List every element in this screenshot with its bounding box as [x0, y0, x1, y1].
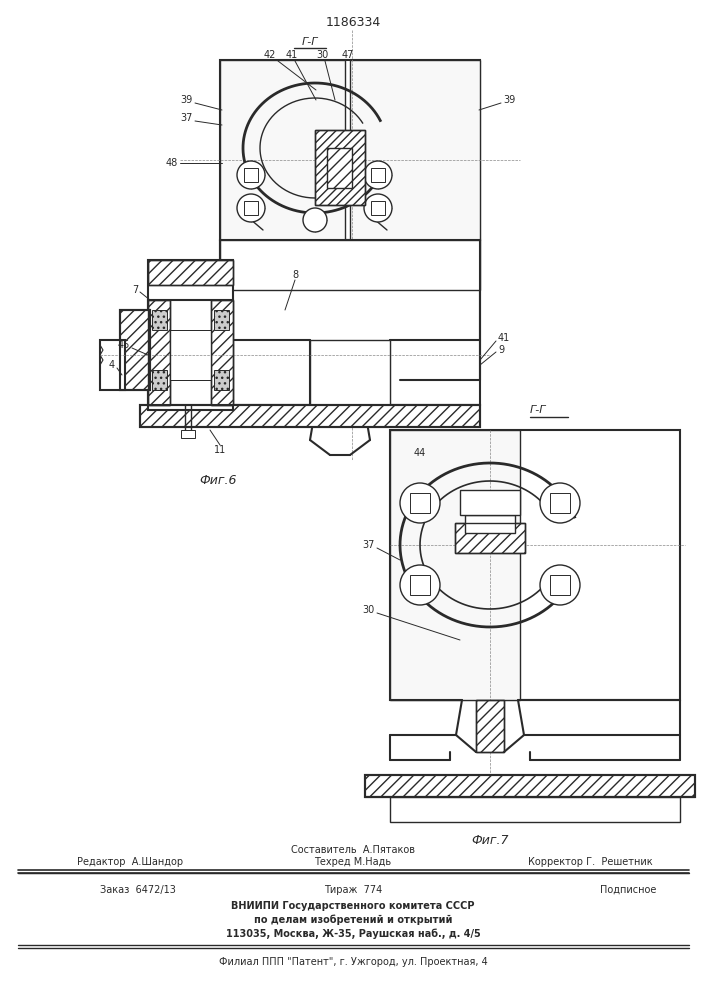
Bar [390, 430, 520, 700]
Bar [148, 300, 170, 405]
Text: Техред М.Надь: Техред М.Надь [315, 857, 392, 867]
Text: 1186334: 1186334 [325, 15, 380, 28]
Bar [371, 168, 385, 182]
Circle shape [540, 565, 580, 605]
Bar [310, 340, 390, 405]
Bar [455, 523, 525, 553]
Text: 37: 37 [180, 113, 193, 123]
Bar [476, 700, 504, 752]
Bar [244, 168, 258, 182]
Text: 30: 30 [363, 605, 375, 615]
Text: Заказ  6472/13: Заказ 6472/13 [100, 885, 176, 895]
Text: Г-Г: Г-Г [530, 405, 547, 415]
Bar [220, 60, 480, 240]
Bar [465, 515, 515, 533]
Bar [148, 260, 233, 285]
Text: 45: 45 [117, 340, 130, 350]
Bar [148, 260, 233, 285]
Text: 11: 11 [214, 445, 226, 455]
Bar [327, 148, 352, 188]
Text: Редактор  А.Шандор: Редактор А.Шандор [77, 857, 183, 867]
Text: Фиг.7: Фиг.7 [472, 834, 509, 846]
Bar [220, 240, 480, 405]
Bar [315, 130, 365, 205]
Bar [550, 575, 570, 595]
Text: 113035, Москва, Ж-35, Раушская наб., д. 4/5: 113035, Москва, Ж-35, Раушская наб., д. … [226, 929, 480, 939]
Bar [410, 493, 430, 513]
Bar [315, 130, 365, 205]
Bar [211, 300, 233, 405]
Bar [455, 523, 525, 553]
Bar [390, 430, 680, 700]
Text: по делам изобретений и открытий: по делам изобретений и открытий [254, 915, 452, 925]
Text: 39: 39 [181, 95, 193, 105]
Text: 30: 30 [316, 50, 328, 60]
Text: 37: 37 [363, 540, 375, 550]
Text: Составитель  А.Пятаков: Составитель А.Пятаков [291, 845, 415, 855]
Bar [120, 310, 150, 390]
Bar [100, 340, 125, 390]
Bar [170, 330, 211, 380]
Circle shape [303, 208, 327, 232]
Circle shape [237, 194, 265, 222]
Text: 39: 39 [503, 95, 515, 105]
Bar [390, 797, 680, 822]
Text: Филиал ППП "Патент", г. Ужгород, ул. Проектная, 4: Филиал ППП "Патент", г. Ужгород, ул. Про… [218, 957, 487, 967]
Text: 8: 8 [292, 270, 298, 280]
Bar [460, 490, 520, 515]
Circle shape [364, 161, 392, 189]
Bar [350, 60, 480, 240]
Bar [140, 405, 480, 427]
Bar [410, 575, 430, 595]
Bar [148, 260, 233, 410]
Circle shape [540, 483, 580, 523]
Text: 4: 4 [109, 360, 115, 370]
Bar [152, 310, 167, 330]
Bar [220, 240, 480, 290]
Text: Тираж  774: Тираж 774 [324, 885, 382, 895]
Bar [365, 775, 695, 797]
Bar [476, 700, 504, 752]
Bar [371, 201, 385, 215]
Bar [181, 430, 195, 438]
Text: 7: 7 [132, 285, 138, 295]
Bar [220, 60, 345, 240]
Bar [140, 405, 480, 427]
Text: Фиг.6: Фиг.6 [199, 474, 237, 487]
Bar [214, 370, 229, 390]
Circle shape [400, 483, 440, 523]
Bar [550, 493, 570, 513]
Bar [152, 370, 167, 390]
Text: ВНИИПИ Государственного комитета СССР: ВНИИПИ Государственного комитета СССР [231, 901, 474, 911]
Bar [120, 310, 150, 390]
Circle shape [400, 565, 440, 605]
Bar [244, 201, 258, 215]
Bar [211, 300, 233, 405]
Text: 41: 41 [498, 333, 510, 343]
Text: 41: 41 [286, 50, 298, 60]
Text: 48: 48 [165, 158, 178, 168]
Text: Г-Г: Г-Г [302, 37, 318, 47]
Text: 42: 42 [264, 50, 276, 60]
Bar [148, 300, 170, 405]
Bar [148, 300, 233, 405]
Text: Корректор Г.  Решетник: Корректор Г. Решетник [527, 857, 653, 867]
Circle shape [364, 194, 392, 222]
Bar [214, 310, 229, 330]
Bar [365, 775, 695, 797]
Text: 44: 44 [414, 448, 426, 458]
Text: 9: 9 [498, 345, 504, 355]
Text: 47: 47 [341, 50, 354, 60]
Circle shape [237, 161, 265, 189]
Text: Подписное: Подписное [600, 885, 656, 895]
